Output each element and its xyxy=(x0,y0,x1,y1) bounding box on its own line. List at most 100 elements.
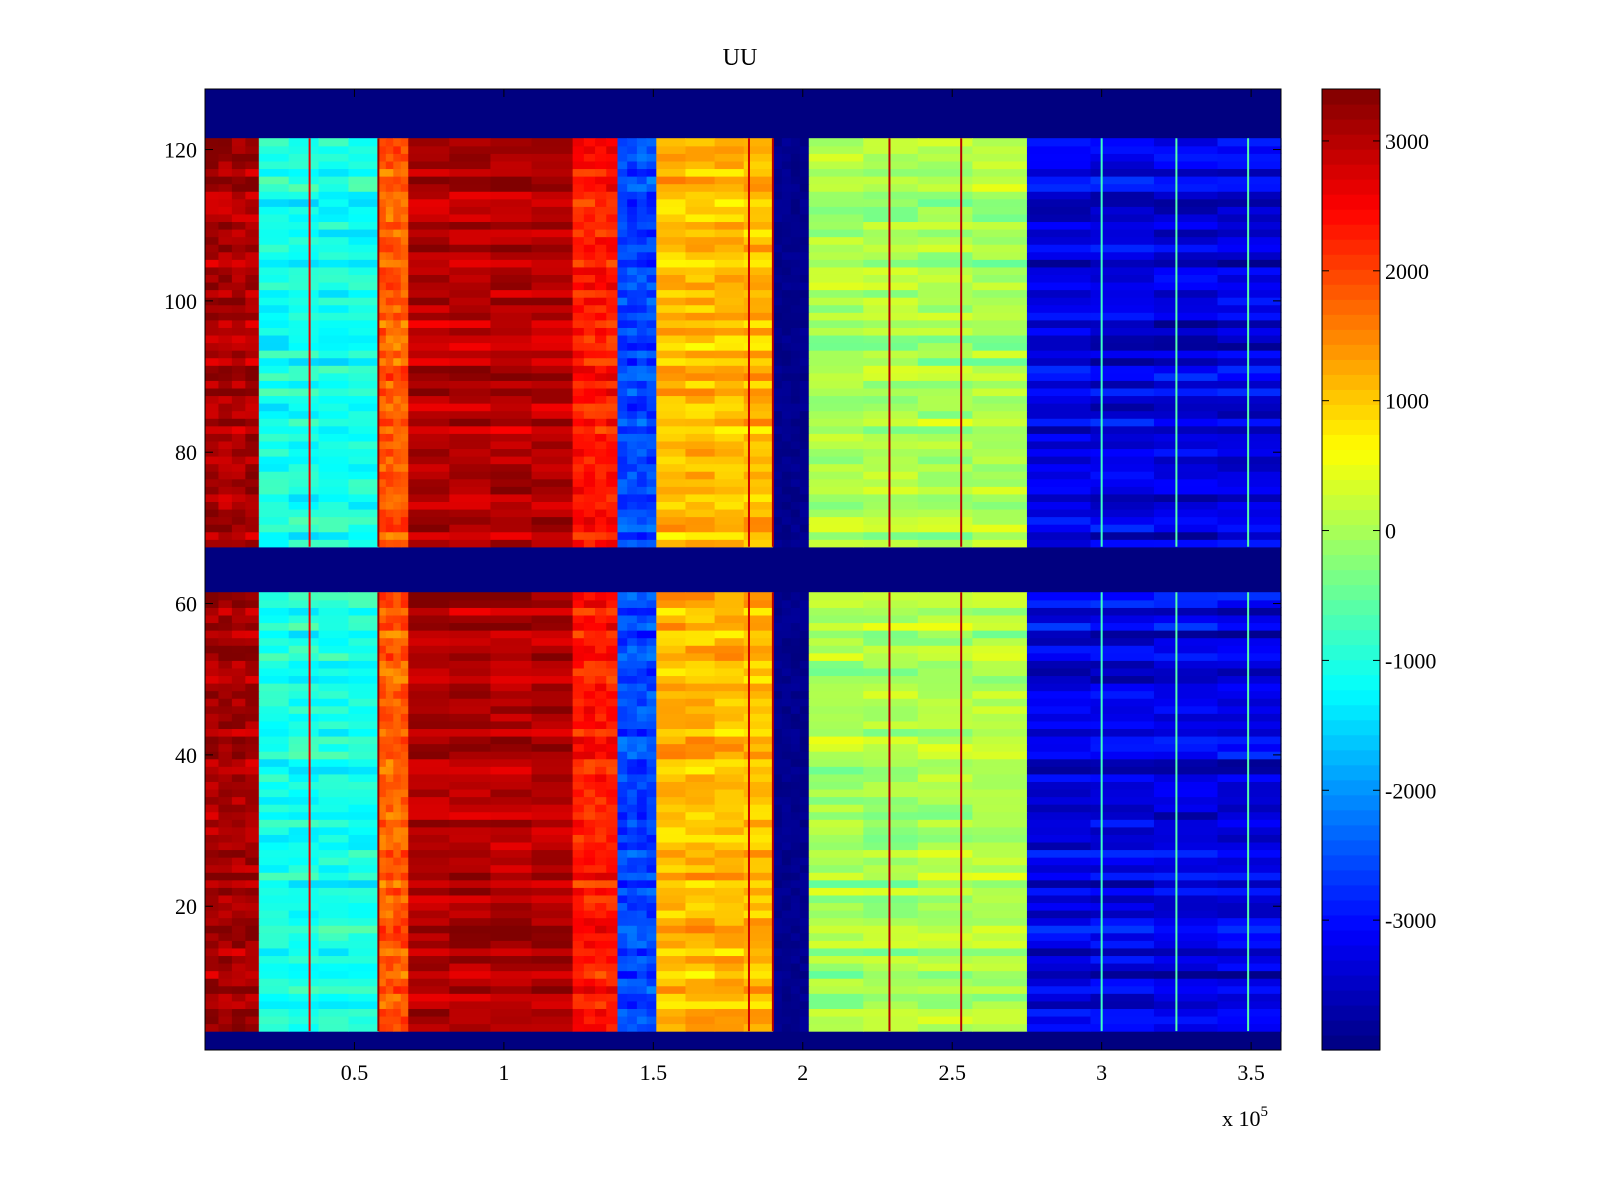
heatmap-cell xyxy=(781,667,792,677)
heatmap-cell xyxy=(617,274,628,283)
heatmap-cell xyxy=(348,516,379,525)
heatmap-cell xyxy=(772,160,783,170)
heatmap-cell xyxy=(1026,766,1092,775)
colorbar-swatch xyxy=(1322,419,1380,435)
heatmap-cell xyxy=(583,463,596,472)
heatmap-cell xyxy=(348,1023,379,1032)
heatmap-cell xyxy=(572,463,585,472)
heatmap-cell xyxy=(781,471,792,480)
heatmap-cell xyxy=(595,728,607,737)
heatmap-cell xyxy=(714,1023,745,1032)
heatmap-cell xyxy=(1026,213,1092,223)
heatmap-cell xyxy=(617,160,628,170)
heatmap-cell xyxy=(385,660,394,669)
heatmap-cell xyxy=(743,539,774,548)
x-axis-multiplier: x 105 xyxy=(1222,1104,1268,1131)
heatmap-cell xyxy=(231,138,246,147)
heatmap-cell xyxy=(408,365,450,374)
heatmap-cell xyxy=(378,274,387,283)
heatmap-cell xyxy=(205,645,220,654)
heatmap-cell xyxy=(636,698,648,707)
heatmap-cell xyxy=(1026,524,1092,533)
heatmap-cell xyxy=(205,236,220,245)
heatmap-cell xyxy=(288,539,320,548)
heatmap-cell xyxy=(1217,145,1282,154)
heatmap-cell xyxy=(288,456,320,465)
heatmap-cell xyxy=(595,516,607,525)
heatmap-cell xyxy=(772,751,783,760)
heatmap-cell xyxy=(318,887,350,896)
heatmap-cell xyxy=(972,1015,1028,1025)
heatmap-cell xyxy=(799,274,810,283)
heatmap-cell xyxy=(245,319,260,328)
heatmap-cell xyxy=(808,1023,864,1032)
heatmap-cell xyxy=(772,365,783,374)
heatmap-cell xyxy=(449,176,492,185)
heatmap-cell xyxy=(781,433,792,442)
heatmap-cell xyxy=(636,917,648,926)
heatmap-cell xyxy=(636,751,648,760)
heatmap-cell xyxy=(393,834,402,843)
heatmap-cell xyxy=(808,705,864,714)
heatmap-cell xyxy=(245,1015,260,1025)
heatmap-cell xyxy=(627,236,638,245)
heatmap-cell xyxy=(400,788,409,798)
heatmap-cell xyxy=(385,471,394,480)
heatmap-cell xyxy=(531,728,574,737)
heatmap-cell xyxy=(583,614,596,624)
heatmap-cell xyxy=(385,478,394,487)
heatmap-cell xyxy=(863,456,919,465)
heatmap-cell xyxy=(972,319,1028,328)
heatmap-cell xyxy=(288,864,320,873)
heatmap-cell xyxy=(617,985,628,994)
heatmap-cell xyxy=(1026,962,1092,972)
heatmap-cell xyxy=(808,887,864,896)
heatmap-cell xyxy=(799,1008,810,1017)
heatmap-cell xyxy=(646,728,657,737)
heatmap-cell xyxy=(790,667,801,677)
heatmap-cell xyxy=(627,410,638,419)
heatmap-cell xyxy=(400,478,409,487)
heatmap-cell xyxy=(808,319,864,328)
heatmap-cell xyxy=(772,410,783,419)
heatmap-cell xyxy=(393,993,402,1002)
heatmap-cell xyxy=(772,614,783,624)
heatmap-cell xyxy=(606,357,619,366)
heatmap-cell xyxy=(646,879,657,888)
heatmap-cell xyxy=(218,781,233,790)
heatmap-cell xyxy=(1026,773,1092,782)
heatmap-cell xyxy=(714,501,745,510)
heatmap-cell xyxy=(685,334,716,344)
heatmap-cell xyxy=(1026,221,1092,230)
heatmap-cell xyxy=(1217,660,1282,669)
heatmap-cell xyxy=(799,206,810,215)
heatmap-cell xyxy=(385,281,394,291)
heatmap-cell xyxy=(781,380,792,389)
heatmap-cell xyxy=(1217,1015,1282,1025)
heatmap-cell xyxy=(231,433,246,442)
heatmap-cell xyxy=(572,690,585,699)
heatmap-cell xyxy=(393,720,402,730)
heatmap-cell xyxy=(378,902,387,911)
heatmap-cell xyxy=(917,766,973,775)
heatmap-cell xyxy=(808,327,864,336)
heatmap-cell xyxy=(781,138,792,147)
heatmap-cell xyxy=(606,508,619,518)
heatmap-cell xyxy=(1153,456,1219,465)
heatmap-cell xyxy=(714,266,745,275)
heatmap-cell xyxy=(449,1000,492,1009)
heatmap-cell xyxy=(218,138,233,147)
heatmap-cell xyxy=(393,486,402,495)
heatmap-cell xyxy=(1153,705,1219,714)
heatmap-cell xyxy=(808,274,864,283)
heatmap-cell xyxy=(218,652,233,661)
heatmap-cell xyxy=(1217,683,1282,692)
heatmap-cell xyxy=(606,387,619,397)
heatmap-cell xyxy=(772,735,783,745)
heatmap-cell xyxy=(1153,857,1219,866)
heatmap-cell xyxy=(772,947,783,957)
heatmap-cell xyxy=(572,758,585,767)
heatmap-cell xyxy=(531,849,574,858)
heatmap-cell xyxy=(714,244,745,253)
